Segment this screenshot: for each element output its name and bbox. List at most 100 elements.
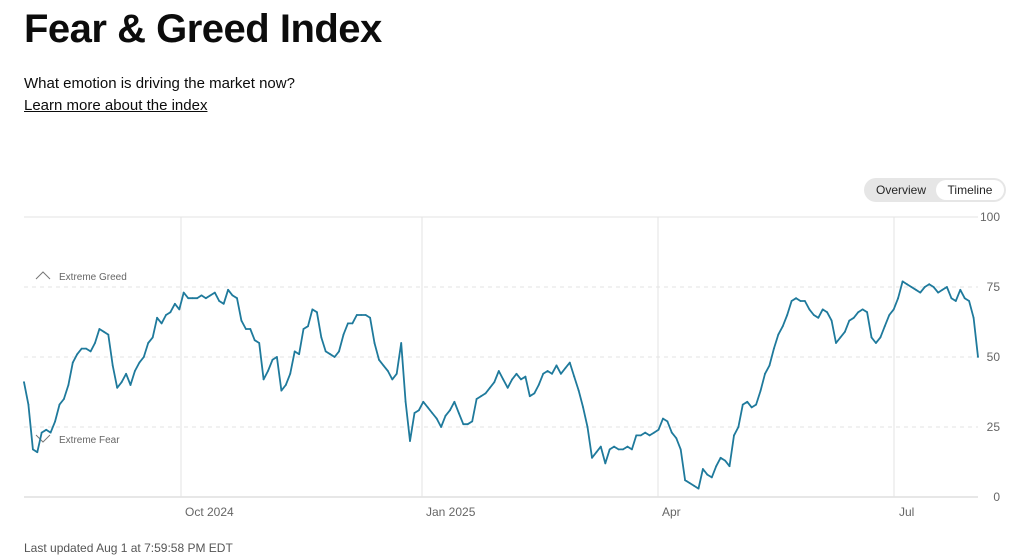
data-point	[54, 420, 56, 423]
data-point	[329, 353, 332, 356]
page-title: Fear & Greed Index	[24, 7, 382, 51]
y-tick-label: 75	[987, 280, 1001, 294]
data-point	[293, 350, 296, 353]
data-point	[737, 426, 740, 428]
data-point	[613, 445, 615, 448]
data-point	[444, 414, 447, 417]
data-point	[231, 294, 234, 297]
data-point	[347, 322, 349, 325]
data-point	[968, 300, 970, 302]
data-point	[23, 381, 25, 384]
data-point	[187, 297, 190, 300]
data-point	[111, 364, 114, 367]
page-subtitle: What emotion is driving the market now?	[24, 75, 295, 92]
data-point	[568, 361, 571, 364]
data-point	[355, 314, 358, 316]
data-point	[941, 288, 944, 291]
data-point	[844, 330, 846, 333]
data-point	[937, 291, 939, 294]
data-point	[333, 356, 336, 358]
data-point	[741, 403, 744, 406]
y-tick-label: 50	[987, 350, 1001, 364]
data-point	[262, 378, 265, 381]
data-point	[639, 434, 642, 437]
data-point	[533, 392, 536, 395]
data-point	[324, 350, 327, 353]
fear-greed-chart: Extreme Greed Extreme Fear 100 75 50 25 0 Oct…	[23, 210, 1001, 519]
data-point	[191, 297, 194, 300]
data-point	[573, 375, 576, 378]
data-point	[457, 412, 460, 414]
data-point	[910, 286, 913, 288]
data-point	[551, 372, 553, 375]
data-point	[666, 420, 669, 423]
data-point	[426, 406, 429, 409]
data-point	[147, 342, 150, 344]
learn-more-link[interactable]: Learn more about the index	[24, 97, 208, 114]
data-point	[205, 297, 207, 300]
data-point	[875, 342, 877, 344]
timeline-tab[interactable]: Timeline	[936, 180, 1004, 200]
data-point	[462, 423, 465, 426]
data-point	[165, 314, 167, 316]
data-point	[160, 322, 163, 325]
data-point	[213, 291, 216, 294]
data-point	[644, 431, 647, 434]
data-point	[777, 333, 780, 336]
data-point	[657, 428, 660, 431]
data-point	[790, 300, 793, 302]
data-point	[919, 291, 922, 294]
data-point	[808, 308, 811, 311]
data-point	[830, 319, 833, 322]
data-point	[502, 378, 505, 381]
data-point	[45, 428, 48, 431]
data-point	[959, 288, 962, 291]
data-point	[107, 333, 110, 336]
chevron-down-icon	[35, 434, 51, 443]
overview-tab[interactable]: Overview	[875, 183, 926, 197]
data-point	[94, 342, 96, 344]
data-point	[888, 314, 891, 316]
data-point	[857, 311, 860, 314]
data-point	[755, 403, 757, 406]
reference-lines: Extreme Greed Extreme Fear	[35, 271, 127, 446]
data-point	[604, 462, 607, 465]
data-point	[36, 451, 39, 454]
data-point	[733, 434, 735, 437]
data-point	[49, 431, 52, 434]
data-point	[866, 311, 868, 314]
data-point	[675, 437, 678, 440]
data-point	[387, 370, 389, 372]
data-point	[422, 400, 425, 403]
data-point	[915, 288, 917, 291]
data-point	[591, 456, 593, 459]
data-point	[418, 409, 420, 412]
data-point	[977, 356, 979, 358]
data-point	[85, 347, 87, 350]
data-point	[67, 384, 70, 386]
data-point	[218, 300, 221, 302]
data-point	[413, 412, 416, 414]
data-point	[750, 406, 753, 409]
data-point	[786, 314, 789, 316]
view-toggle: Overview Timeline	[864, 178, 1006, 202]
data-point	[280, 389, 283, 392]
data-point	[138, 361, 141, 364]
data-point	[812, 314, 815, 316]
data-point	[378, 358, 380, 361]
data-point	[861, 308, 864, 311]
data-point	[684, 479, 686, 482]
data-point	[897, 297, 899, 300]
data-point	[103, 330, 105, 333]
data-point	[302, 328, 305, 330]
data-point	[480, 395, 482, 398]
data-point	[253, 339, 256, 342]
data-point	[946, 286, 948, 288]
data-point	[764, 372, 766, 375]
data-point	[852, 316, 855, 319]
data-point	[892, 308, 895, 311]
data-point	[156, 316, 159, 319]
data-point	[626, 445, 629, 448]
data-point	[715, 465, 718, 468]
data-point	[342, 333, 345, 336]
